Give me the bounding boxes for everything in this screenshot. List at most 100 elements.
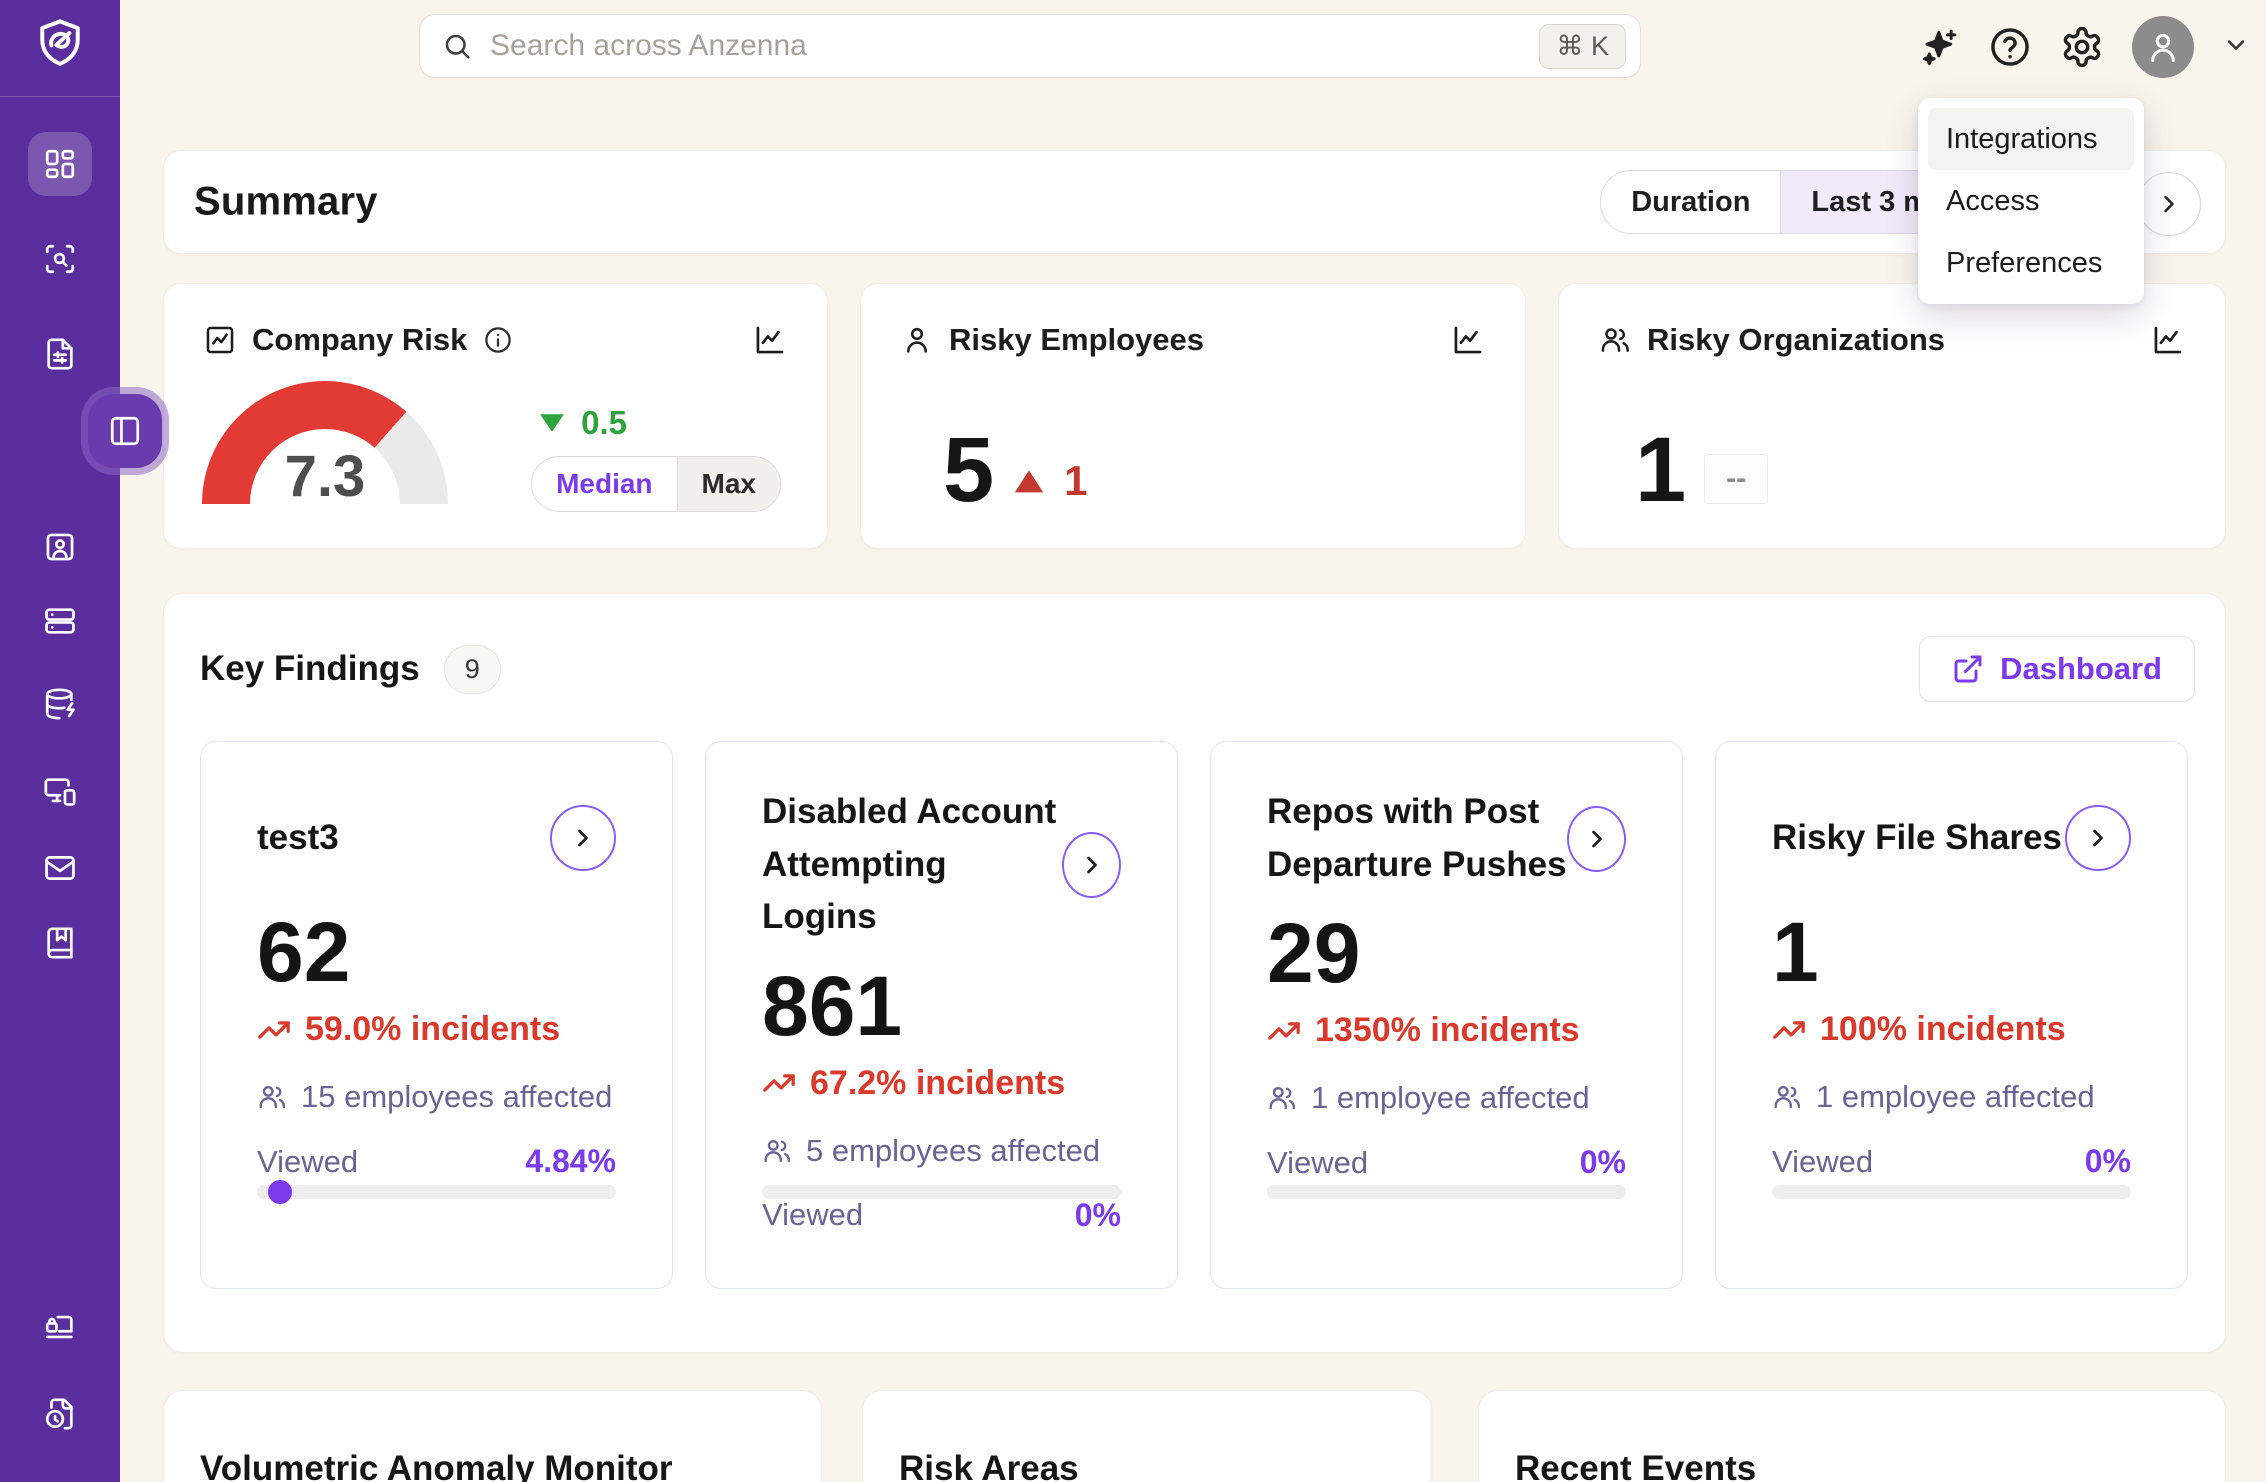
file-clock-icon <box>43 1397 77 1431</box>
anzenna-logo <box>0 16 120 72</box>
users-icon <box>257 1082 287 1112</box>
toggle-max[interactable]: Max <box>676 457 780 511</box>
finding-open-button[interactable] <box>1062 831 1121 898</box>
sidebar-item-data-sources[interactable] <box>0 686 120 722</box>
finding-employees: 1 employee affected <box>1772 1079 2131 1115</box>
finding-viewed: Viewed 0% <box>762 1196 1121 1233</box>
sidebar-item-devices[interactable] <box>0 773 120 809</box>
account-menu-toggle[interactable] <box>2222 31 2250 64</box>
info-icon[interactable] <box>483 325 513 355</box>
finding-progress <box>762 1185 1121 1199</box>
chevron-right-icon <box>2084 824 2112 852</box>
file-sliders-icon <box>43 337 77 371</box>
company-risk-card: Company Risk 7.3 <box>163 283 828 549</box>
sidebar-item-policies[interactable] <box>0 925 120 961</box>
chevron-right-icon <box>2155 190 2183 218</box>
sidebar-item-file-history[interactable] <box>0 1396 120 1432</box>
menu-item-access[interactable]: Access <box>1946 184 2040 217</box>
risky-organizations-value: 1 <box>1635 419 1687 521</box>
keyboard-shortcut-hint: ⌘ K <box>1539 23 1626 69</box>
finding-viewed: Viewed 4.84% <box>257 1143 616 1179</box>
section-title: Recent Events <box>1515 1449 1757 1482</box>
risky-organizations-card: Risky Organizations 1 -- <box>1558 283 2226 549</box>
recent-events-card: Recent Events <box>1478 1390 2226 1482</box>
trending-up-icon <box>257 1013 291 1047</box>
sidebar-item-secure-devices[interactable] <box>0 1309 120 1345</box>
summary-section: Summary Duration Last 3 months <box>163 150 2226 254</box>
finding-incidents: 59.0% incidents <box>257 1010 616 1049</box>
sidebar-collapse-button[interactable] <box>88 394 162 468</box>
risky-employees-value: 5 <box>943 419 995 521</box>
key-findings-title: Key Findings <box>200 649 420 688</box>
finding-card: test3 62 59.0% incidents <box>200 741 673 1289</box>
sidebar-item-dashboard[interactable] <box>28 132 92 196</box>
duration-label[interactable]: Duration <box>1631 185 1751 218</box>
section-title: Risk Areas <box>899 1449 1079 1482</box>
sidebar-item-servers[interactable] <box>0 603 120 639</box>
summary-next-button[interactable] <box>2137 172 2201 236</box>
users-icon <box>1267 1083 1297 1113</box>
finding-value: 1 <box>1772 905 1819 999</box>
trending-up-icon <box>1267 1014 1301 1048</box>
trending-up-icon <box>762 1066 796 1100</box>
chevron-right-icon <box>569 824 597 852</box>
company-risk-value: 7.3 <box>284 444 366 504</box>
menu-item-preferences[interactable]: Preferences <box>1946 246 2103 279</box>
sidebar-item-scan-search[interactable] <box>0 241 120 277</box>
layout-dashboard-icon <box>43 147 77 181</box>
finding-open-button[interactable] <box>550 805 616 871</box>
finding-employees: 1 employee affected <box>1267 1080 1626 1116</box>
key-findings-count-badge: 9 <box>443 644 501 694</box>
risky-employees-trend-button[interactable] <box>1451 323 1485 357</box>
finding-title: test3 <box>257 817 339 857</box>
global-search: ⌘ K <box>419 14 1641 78</box>
line-chart-icon <box>2151 323 2185 357</box>
finding-employees: 5 employees affected <box>762 1133 1121 1169</box>
finding-viewed: Viewed 0% <box>1772 1143 2131 1179</box>
laptop-lock-icon <box>43 1310 77 1344</box>
key-findings-grid: test3 62 59.0% incidents <box>200 741 2188 1289</box>
risky-organizations-trend-button[interactable] <box>2151 323 2185 357</box>
dashboard-button[interactable]: Dashboard <box>1919 636 2195 702</box>
trending-up-icon <box>1772 1013 1806 1047</box>
search-icon <box>442 31 472 61</box>
sidebar-item-mail[interactable] <box>0 850 120 886</box>
key-findings-section: Key Findings 9 Dashboard test3 <box>163 593 2226 1353</box>
sidebar <box>0 0 162 1482</box>
section-title: Volumetric Anomaly Monitor <box>200 1449 673 1482</box>
chevron-down-icon <box>2222 31 2250 59</box>
settings-button[interactable] <box>2060 25 2104 69</box>
finding-progress <box>1267 1185 1626 1199</box>
sidebar-item-employees[interactable] <box>0 529 120 565</box>
users-icon <box>1599 324 1631 356</box>
toggle-median[interactable]: Median <box>556 468 653 499</box>
finding-title: Repos with Post Departure Pushes <box>1267 792 1567 884</box>
search-input[interactable] <box>488 28 1540 64</box>
volumetric-anomaly-monitor-card: Volumetric Anomaly Monitor <box>163 1390 822 1482</box>
line-chart-icon <box>753 323 787 357</box>
finding-card: Repos with Post Departure Pushes 29 13 <box>1210 741 1683 1289</box>
dashboard-button-label: Dashboard <box>2000 651 2162 686</box>
external-link-icon <box>1952 653 1984 685</box>
chart-square-icon <box>204 324 236 356</box>
summary-title: Summary <box>194 179 378 224</box>
ai-assistant-button[interactable] <box>1920 27 1960 67</box>
help-button[interactable] <box>1988 25 2032 69</box>
sidebar-item-file-sliders[interactable] <box>0 336 120 372</box>
finding-title: Disabled Account Attempting Logins <box>762 792 1057 936</box>
finding-open-button[interactable] <box>2065 805 2131 871</box>
company-risk-trend-button[interactable] <box>753 323 787 357</box>
company-risk-delta: 0.5 <box>537 404 627 442</box>
user-avatar[interactable] <box>2132 16 2194 78</box>
menu-item-integrations[interactable]: Integrations <box>1928 108 2134 170</box>
mail-icon <box>43 851 77 885</box>
finding-progress <box>257 1180 616 1204</box>
sidebar-divider <box>0 96 120 97</box>
finding-employees: 15 employees affected <box>257 1079 616 1115</box>
panel-left-icon <box>108 414 142 448</box>
triangle-up-icon <box>1012 464 1046 498</box>
risky-organizations-title: Risky Organizations <box>1647 322 1946 357</box>
finding-incidents: 67.2% incidents <box>762 1064 1121 1103</box>
finding-open-button[interactable] <box>1567 805 1626 872</box>
